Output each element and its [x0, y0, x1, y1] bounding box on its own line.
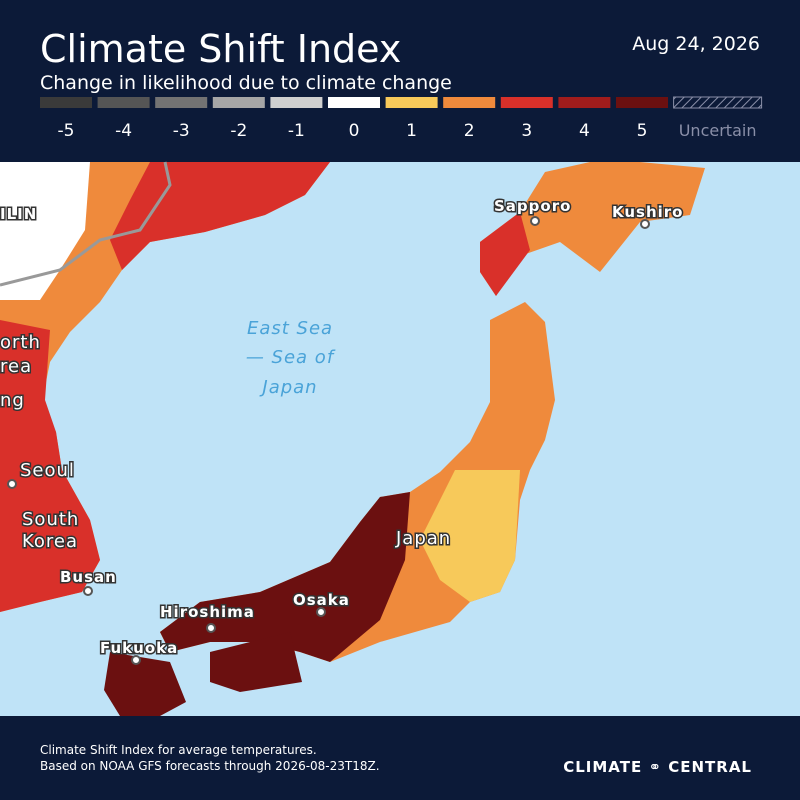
place-label: ng	[0, 390, 25, 411]
legend-swatch	[40, 97, 92, 108]
place-label: Osaka	[293, 591, 350, 609]
korea-hot	[0, 320, 100, 612]
city-dot	[7, 479, 17, 489]
legend-label: 4	[579, 121, 590, 141]
legend-swatch	[385, 97, 438, 108]
place-label: Korea	[22, 531, 78, 552]
legend-label: -3	[173, 121, 190, 141]
sea-label: Japan	[259, 377, 317, 398]
legend-swatch	[443, 97, 496, 108]
place-label: Japan	[395, 528, 451, 549]
place-label: Seoul	[20, 460, 75, 481]
hokkaido	[480, 162, 705, 296]
legend-swatch	[616, 97, 668, 108]
sea-label: — Sea of	[246, 347, 336, 368]
legend-label: 1	[406, 121, 417, 141]
header-bg	[0, 0, 800, 162]
legend-label: Uncertain	[679, 121, 757, 140]
mainland-neutral	[0, 162, 90, 300]
mainland-hot	[110, 162, 330, 270]
place-label: orth	[0, 332, 41, 353]
border	[0, 161, 172, 287]
legend-label: 3	[521, 121, 532, 141]
legend-label: -4	[115, 121, 132, 141]
legend-swatch	[673, 96, 763, 109]
place-label: rea	[0, 356, 32, 377]
honshu-extreme	[160, 492, 410, 662]
legend-swatch	[212, 97, 265, 108]
city-dot	[640, 219, 650, 229]
legend-swatch	[558, 97, 611, 108]
legend-label: 5	[637, 121, 648, 141]
honshu-mild	[420, 470, 520, 602]
place-label: Sapporo	[494, 197, 571, 215]
legend-swatch	[155, 97, 208, 108]
mainland	[0, 162, 330, 612]
title: Climate Shift Index	[40, 27, 401, 71]
place-label: South	[22, 509, 79, 530]
place-label: Fukuoka	[100, 639, 178, 657]
place-label: Busan	[60, 568, 117, 586]
legend-label: -2	[230, 121, 247, 141]
legend-label: -5	[58, 121, 75, 141]
legend-label: -1	[288, 121, 305, 141]
city-dot	[206, 623, 216, 633]
legend-swatch	[500, 97, 553, 108]
footer-bg	[0, 716, 800, 800]
footer-note: Climate Shift Index for average temperat…	[40, 743, 317, 757]
date: Aug 24, 2026	[632, 33, 760, 55]
city-dot	[83, 586, 93, 596]
brand: CLIMATE ⚭ CENTRAL	[563, 758, 752, 776]
shikoku	[210, 632, 302, 692]
subtitle: Change in likelihood due to climate chan…	[40, 72, 452, 94]
map: East Sea — Sea of Japan ILIN orth rea ng…	[0, 161, 800, 716]
city-dot	[316, 607, 326, 617]
kyushu	[104, 652, 186, 716]
footer-note: Based on NOAA GFS forecasts through 2026…	[40, 759, 380, 773]
place-label: Kushiro	[612, 203, 684, 221]
city-dot	[131, 655, 141, 665]
sea-label: East Sea	[247, 318, 333, 339]
legend-label: 2	[464, 121, 475, 141]
legend-swatch	[97, 97, 150, 108]
place-label: Hiroshima	[160, 603, 255, 621]
legend-swatch	[328, 97, 380, 108]
city-dot	[530, 216, 540, 226]
legend-label: 0	[349, 121, 360, 141]
legend-swatch	[270, 97, 323, 108]
legend: -5 -4 -3 -2 -1 0 1 2 3 4 5 Uncertain	[40, 96, 763, 141]
hokkaido-hot	[480, 212, 530, 296]
place-label: ILIN	[0, 205, 37, 223]
